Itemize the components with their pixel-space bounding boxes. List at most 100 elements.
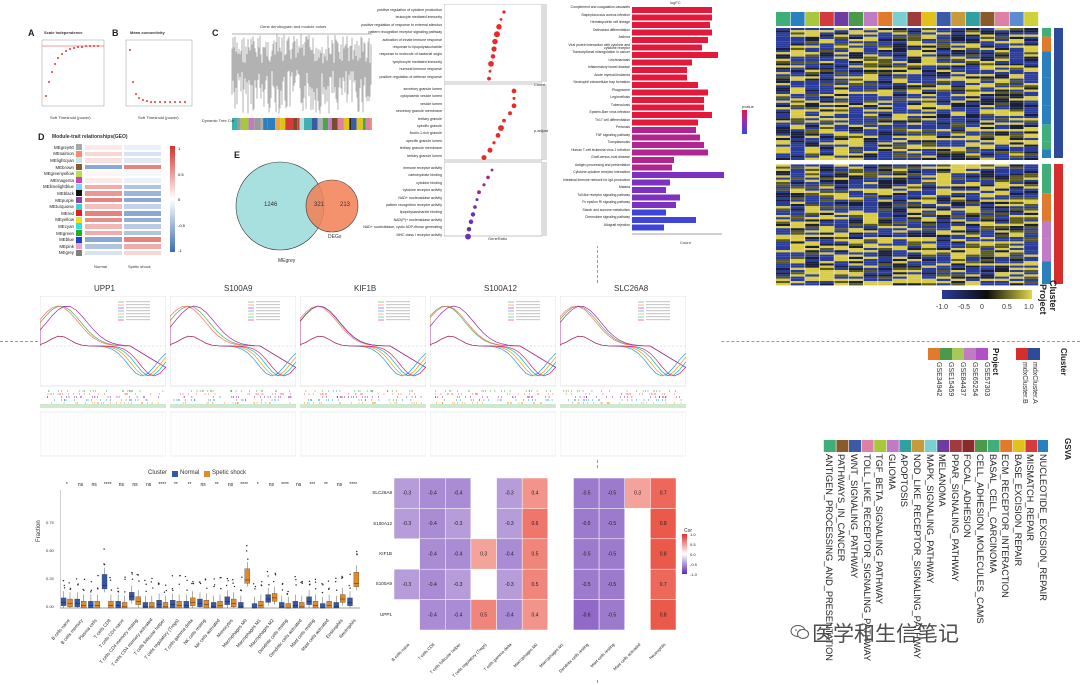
gsva-cell <box>995 131 1009 134</box>
gsva-cell <box>907 237 922 240</box>
gsva-cell <box>863 98 878 101</box>
gsva-cell <box>965 245 980 248</box>
gsva-cell <box>863 215 878 218</box>
module-trait-cell <box>123 216 162 224</box>
panel-b-mean-connectivity: B Mean connectivity Soft Threshold (powe… <box>112 28 194 124</box>
gsva-cell <box>878 283 893 286</box>
gsva-cell <box>892 116 907 119</box>
gsva-cell <box>907 230 922 233</box>
corr-cell <box>470 538 497 570</box>
gsva-cell <box>951 195 966 198</box>
significance-label: ns <box>269 482 275 488</box>
gsva-cell <box>951 133 966 136</box>
gsva-cell <box>819 74 834 77</box>
gsva-cell <box>863 56 878 59</box>
gsva-cell <box>878 186 893 189</box>
panel-c-colorbar-label: Dynamic Tree Cut <box>202 118 235 123</box>
project-bar <box>1042 36 1051 52</box>
gsva-cell <box>936 28 951 31</box>
gsva-cell <box>1009 173 1024 176</box>
gsva-cell <box>863 278 878 281</box>
gsva-cell <box>878 146 893 149</box>
gsva-cell <box>776 164 790 167</box>
gsva-cell <box>980 144 995 147</box>
gsva-cell <box>892 122 907 125</box>
panel-d-title: Module-trait relationships(GEO) <box>52 134 128 140</box>
gsva-cell <box>907 281 922 284</box>
gsva-cell <box>980 63 995 66</box>
corr-cell <box>650 478 676 509</box>
box <box>108 601 114 609</box>
gsva-cell <box>805 193 820 196</box>
gsva-cell <box>834 56 849 59</box>
box-outlier <box>233 585 236 588</box>
box <box>292 601 299 609</box>
kegg-term-label: Toxoplasmosis <box>607 140 630 144</box>
significance-label: ns <box>132 482 138 488</box>
gsva-cell <box>863 54 878 57</box>
panel-d-heatmap <box>84 144 162 257</box>
gsva-cell <box>790 63 805 66</box>
gsva-cell <box>834 219 849 222</box>
gsva-cell <box>819 133 834 136</box>
module-color-swatch <box>76 183 82 190</box>
gsva-cell <box>805 85 820 88</box>
box-outlier <box>295 578 297 581</box>
gsva-cell <box>878 69 893 72</box>
gsva-cell <box>790 142 805 145</box>
gsva-cell <box>922 116 936 119</box>
gsva-cell <box>790 270 805 273</box>
box-outlier <box>240 589 243 592</box>
gsva-cell <box>892 85 907 88</box>
corr-cell <box>470 508 497 540</box>
gsva-cell <box>805 215 820 218</box>
gsva-cell <box>995 237 1009 240</box>
gsva-term-legend: GSVA NUCLEOTIDE_EXCISION_REPAIR MISMATCH_… <box>812 436 1078 676</box>
gsva-cell <box>849 52 863 55</box>
gsva-cell <box>980 124 995 127</box>
gsva-cell <box>1009 248 1024 251</box>
gsva-cell <box>951 199 966 202</box>
module-color-block <box>349 118 352 130</box>
gsva-cell <box>1009 87 1024 90</box>
gsva-cell <box>980 206 995 209</box>
gsva-term-color <box>863 12 878 26</box>
gsva-cell <box>834 173 849 176</box>
gsva-cell <box>878 175 893 178</box>
gsva-cell <box>790 94 805 97</box>
gsva-cell <box>936 47 951 50</box>
significance-label: ns <box>296 482 302 488</box>
gsva-cell <box>1009 210 1024 213</box>
gsva-cell <box>805 76 820 79</box>
gsva-cell <box>907 58 922 61</box>
gsva-cell <box>980 30 995 33</box>
gsva-cell <box>849 76 863 79</box>
gsva-cell <box>805 278 820 281</box>
gsva-cell <box>863 74 878 77</box>
module-trait-cell <box>123 242 162 250</box>
gsva-term-swatch <box>937 440 950 452</box>
gsva-cell <box>849 237 863 240</box>
gsva-cell <box>819 157 834 160</box>
gsva-cell <box>878 78 893 81</box>
gsva-cell <box>805 116 820 119</box>
gsva-cell <box>849 138 863 141</box>
gsva-cell <box>951 67 966 70</box>
gsva-cell <box>951 210 966 213</box>
gsva-cell <box>936 223 951 226</box>
gsva-cell <box>819 252 834 255</box>
gsva-cell <box>980 201 995 204</box>
gsva-cell <box>776 118 790 121</box>
gsva-cell <box>834 69 849 72</box>
gsea-ranked-list-frame <box>560 411 686 457</box>
gsva-cell <box>805 201 820 204</box>
gsva-cell <box>819 215 834 218</box>
box-outlier <box>287 590 289 593</box>
gsva-cell <box>936 270 951 273</box>
module-color-block <box>337 118 344 130</box>
gsva-cell <box>849 173 863 176</box>
gsva-cell <box>819 129 834 132</box>
gsva-cell <box>965 265 980 268</box>
gsva-cell <box>907 168 922 171</box>
project-bar <box>1042 51 1051 78</box>
